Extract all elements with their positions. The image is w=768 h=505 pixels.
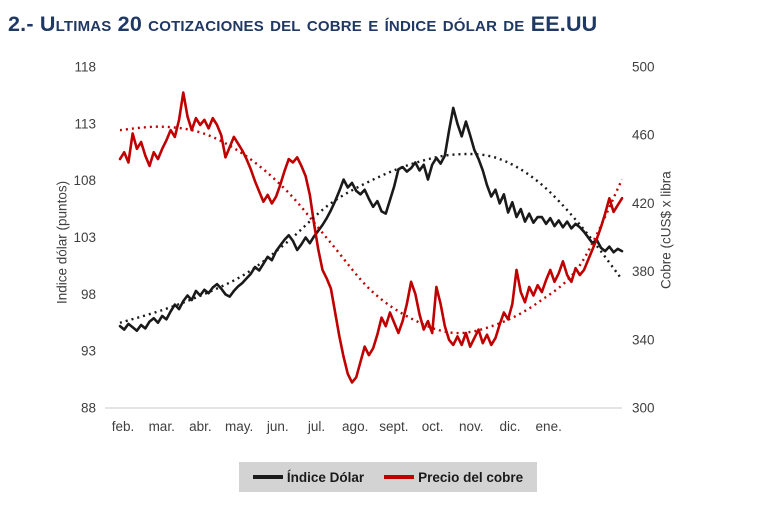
dollar-index-trend xyxy=(119,152,623,324)
copper-price-line xyxy=(118,91,624,384)
x-tick-label: ago. xyxy=(342,419,368,434)
legend-item-dollar-index: Índice Dólar xyxy=(252,469,365,485)
copper-dollar-chart: 118 113 108 103 98 93 88 500 460 420 380 340 300 feb.… xyxy=(73,60,655,435)
y-left-axis-title: Indice dólar (puntos) xyxy=(54,180,70,305)
y-left-tick-label: 113 xyxy=(74,116,96,131)
dollar-line-swatch xyxy=(252,475,283,479)
legend-label-dollar-index: Índice Dólar xyxy=(286,469,365,485)
x-tick-label: abr. xyxy=(189,419,212,434)
y-left-tick-label: 108 xyxy=(73,173,96,188)
y-right-tick-label: 500 xyxy=(632,60,655,75)
x-tick-label: oct. xyxy=(422,419,444,434)
y-right-tick-label: 460 xyxy=(632,128,655,143)
y-right-tick-label: 340 xyxy=(632,332,655,347)
y-right-axis-title: Cobre (cUS$ x libra xyxy=(658,171,674,290)
legend-item-copper-price: Precio del cobre xyxy=(384,470,523,485)
x-tick-label: jul. xyxy=(307,419,325,434)
x-tick-label: sept. xyxy=(379,419,408,434)
x-tick-label: feb. xyxy=(112,419,135,434)
y-left-tick-label: 103 xyxy=(73,230,96,245)
x-tick-label: dic. xyxy=(499,419,520,434)
chart-legend: Índice Dólar Precio del cobre xyxy=(239,462,537,492)
dollar-index-line xyxy=(118,106,624,333)
x-tick-label: mar. xyxy=(149,419,175,434)
copper-price-trend xyxy=(119,125,624,335)
x-tick-label: may. xyxy=(225,419,253,434)
x-tick-label: nov. xyxy=(459,419,484,434)
y-left-tick-label: 118 xyxy=(74,60,96,75)
copper-line-swatch xyxy=(384,475,415,479)
y-right-tick-label: 380 xyxy=(632,264,655,279)
y-left-tick-label: 93 xyxy=(81,344,96,359)
x-tick-label: jun. xyxy=(266,419,289,434)
y-right-tick-label: 300 xyxy=(632,401,655,416)
legend-label-copper-price: Precio del cobre xyxy=(418,469,524,485)
x-tick-label: ene. xyxy=(536,419,562,434)
page-title: 2.- Ultimas 20 cotizaciones del cobre e … xyxy=(8,12,598,36)
y-left-tick-label: 98 xyxy=(81,287,96,302)
y-right-tick-label: 420 xyxy=(632,196,655,211)
y-left-tick-label: 88 xyxy=(81,401,96,416)
